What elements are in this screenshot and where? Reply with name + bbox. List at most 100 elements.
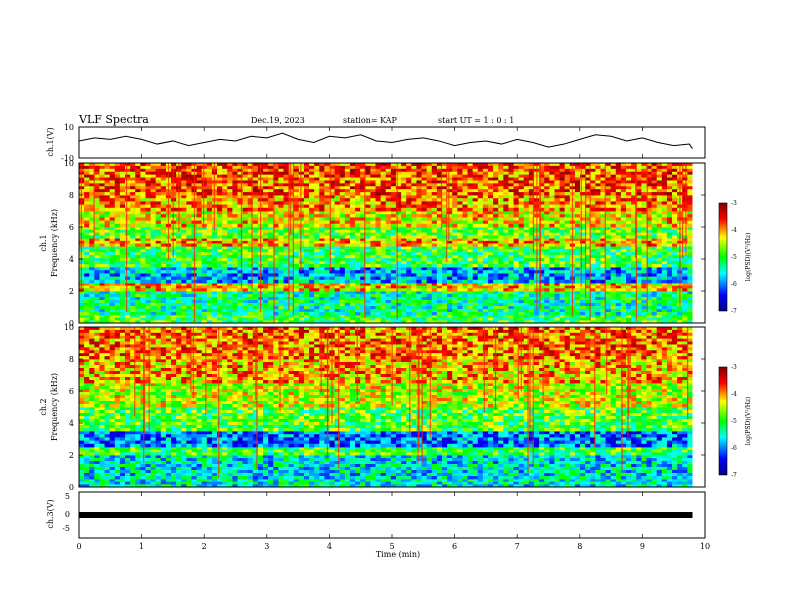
spectrogram-cell	[390, 195, 397, 199]
spectrogram-cell	[518, 300, 525, 304]
spectrogram-cell	[211, 246, 218, 250]
spectrogram-cell	[349, 201, 356, 205]
spectrogram-cell	[503, 267, 509, 271]
spectrogram-cell	[401, 297, 407, 301]
spectrogram-cell	[651, 227, 658, 231]
spectrogram-cell	[298, 220, 305, 225]
spectrogram-cell	[636, 261, 642, 265]
spectrogram-cell	[523, 288, 530, 292]
spectrogram-cell	[666, 238, 673, 242]
spectrogram-cell	[380, 229, 387, 233]
spectrogram-cell	[339, 279, 346, 284]
spectrogram-cell	[370, 232, 376, 236]
spectrogram-cell	[682, 261, 688, 265]
spectrogram-cell	[344, 220, 351, 225]
spectrogram-cell	[217, 320, 223, 324]
spectrogram-cell	[89, 240, 95, 244]
spectrogram-cell	[406, 255, 412, 259]
spectrogram-cell	[247, 223, 254, 228]
spectrogram-cell	[278, 294, 284, 298]
spectrogram-cell	[574, 276, 581, 281]
spectrogram-cell	[247, 246, 254, 250]
spectrogram-cell	[554, 315, 560, 319]
spectrogram-cell	[268, 201, 274, 205]
spectrogram-cell	[385, 297, 392, 301]
spectrogram-cell	[283, 312, 290, 316]
spectrogram-cell	[457, 229, 463, 233]
spectrogram-cell	[452, 201, 458, 205]
spectrogram-cell	[416, 309, 422, 313]
spectrogram-cell	[186, 211, 192, 215]
spectrogram-cell	[503, 291, 509, 295]
spectrogram-cell	[472, 309, 479, 313]
spectrogram-cell	[411, 235, 417, 239]
spectrogram-cell	[370, 235, 376, 239]
spectrogram-cell	[140, 211, 146, 215]
spectrogram-cell	[523, 261, 530, 265]
spectrogram-cell	[227, 267, 233, 271]
spectrogram-cell	[482, 255, 489, 259]
spectrogram-cell	[217, 252, 223, 256]
spectrogram-cell	[252, 238, 259, 242]
spectrogram-cell	[631, 294, 637, 298]
spectrogram-cell	[641, 246, 647, 250]
spectrogram-cell	[324, 240, 330, 244]
spectrogram-cell	[508, 258, 514, 262]
spectrogram-cell	[206, 273, 213, 277]
spectrogram-cell	[666, 291, 673, 295]
spectrogram-cell	[125, 223, 131, 228]
spectrogram-cell	[580, 291, 586, 295]
spectrogram-cell	[559, 312, 566, 316]
spectrogram-cell	[421, 288, 428, 292]
spectrogram-cell	[431, 303, 438, 307]
spectrogram-cell	[585, 240, 591, 244]
spectrogram-cell	[273, 279, 279, 284]
spectrogram-cell	[268, 255, 274, 259]
spectrogram-cell	[539, 211, 545, 215]
spectrogram-cell	[94, 297, 100, 301]
spectrogram-cell	[646, 276, 652, 281]
spectrogram-cell	[620, 270, 627, 274]
spectrogram-cell	[104, 320, 111, 324]
spectrogram-cell	[222, 204, 228, 209]
spectrogram-cell	[293, 232, 300, 236]
spectrogram-cell	[222, 276, 228, 281]
spectrogram-cell	[319, 249, 325, 253]
spectrogram-cell	[196, 317, 203, 321]
spectrogram-cell	[385, 267, 392, 271]
spectrogram-cell	[477, 217, 484, 221]
spectrogram-cell	[472, 306, 479, 310]
spectrogram-cell	[89, 227, 95, 231]
spectrogram-cell	[94, 276, 100, 281]
spectrogram-cell	[314, 267, 320, 271]
spectrogram-cell	[401, 283, 407, 287]
spectrogram-cell	[600, 243, 606, 247]
spectrogram-cell	[615, 252, 622, 256]
spectrogram-cell	[114, 279, 121, 284]
spectrogram-cell	[314, 306, 320, 310]
spectrogram-cell	[360, 214, 366, 218]
spectrogram-cell	[165, 261, 172, 265]
spectrogram-cell	[462, 291, 468, 295]
spectrogram-cell	[196, 220, 203, 225]
spectrogram-cell	[600, 285, 606, 289]
spectrogram-cell	[273, 320, 279, 324]
spectrogram-cell	[119, 223, 126, 228]
spectrogram-cell	[324, 264, 330, 268]
spectrogram-cell	[181, 279, 187, 284]
spectrogram-cell	[416, 246, 422, 250]
spectrogram-cell	[339, 283, 346, 287]
spectrogram-cell	[452, 270, 458, 274]
spectrogram-cell	[518, 246, 525, 250]
spectrogram-cell	[452, 309, 458, 313]
spectrogram-cell	[242, 243, 249, 247]
spectrogram-cell	[278, 204, 284, 209]
spectrogram-cell	[544, 261, 550, 265]
spectrogram-cell	[339, 238, 346, 242]
spectrogram-cell	[339, 252, 346, 256]
spectrogram-cell	[651, 273, 658, 277]
spectrogram-cell	[155, 285, 162, 289]
spectrogram-cell	[401, 312, 407, 316]
spectrogram-cell	[298, 255, 305, 259]
spectrogram-cell	[227, 285, 233, 289]
